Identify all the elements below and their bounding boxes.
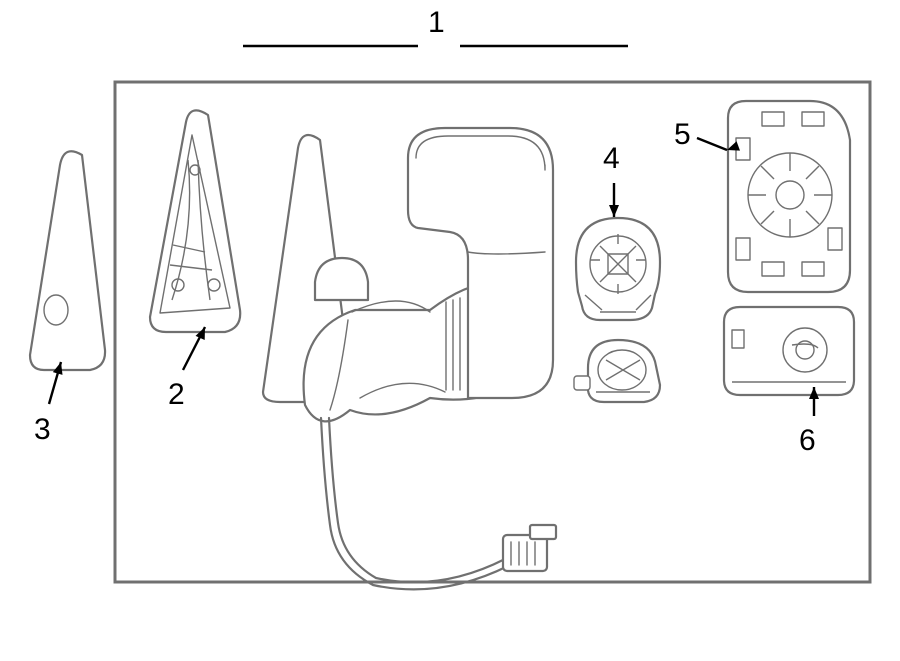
callout-label-4: 4 bbox=[603, 144, 620, 174]
part-inner-cover bbox=[30, 151, 105, 370]
diagram-svg bbox=[0, 0, 900, 661]
part-upper-glass bbox=[728, 101, 850, 292]
callout-label-3: 3 bbox=[34, 415, 51, 445]
part-actuator-motor bbox=[574, 340, 660, 402]
callout-label-6: 6 bbox=[799, 426, 816, 456]
callout-label-5: 5 bbox=[674, 120, 691, 150]
diagram-stage: 1 2 3 4 5 6 bbox=[0, 0, 900, 661]
part-actuator-round bbox=[576, 218, 660, 320]
callout-label-2: 2 bbox=[168, 380, 185, 410]
part-lower-glass bbox=[724, 307, 854, 395]
callout-label-1: 1 bbox=[428, 8, 445, 38]
part-support-bracket bbox=[150, 110, 240, 332]
part-mirror-assembly bbox=[263, 128, 556, 589]
